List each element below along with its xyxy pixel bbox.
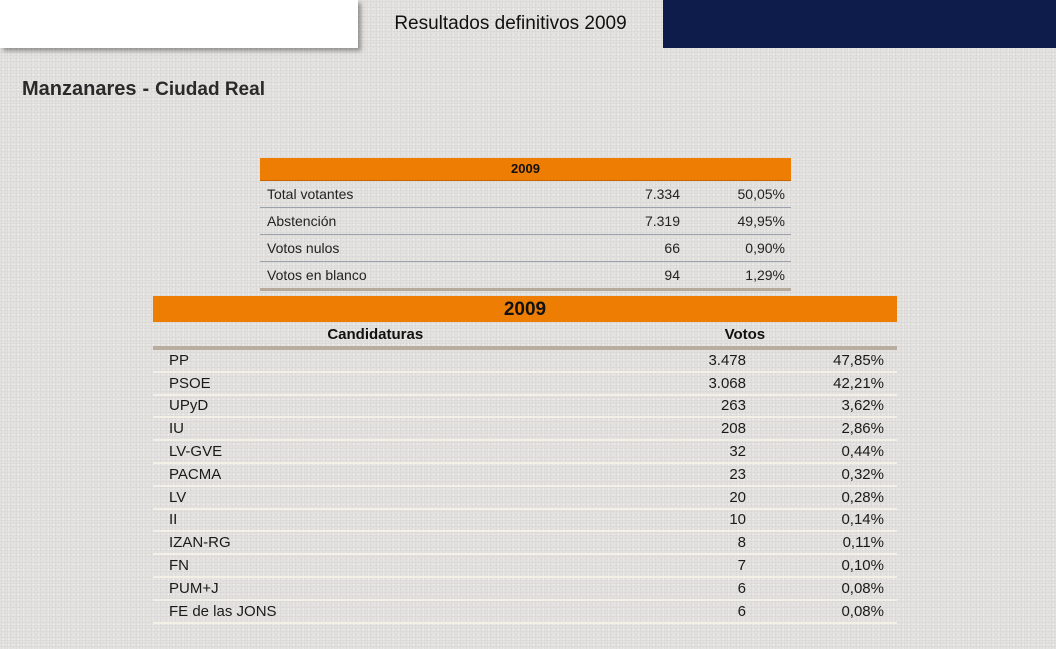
candidate-votes: 3.068 bbox=[708, 374, 746, 392]
municipality-name: Manzanares bbox=[22, 78, 137, 100]
candidate-row: PSOE 3.068 42,21% bbox=[153, 373, 897, 396]
candidate-percent: 0,08% bbox=[841, 602, 884, 620]
candidate-votes: 10 bbox=[729, 511, 746, 529]
summary-label: Votos en blanco bbox=[267, 267, 367, 283]
candidates-results-table: 2009 Candidaturas Votos PP 3.478 47,85% … bbox=[153, 296, 897, 624]
candidate-row: LV-GVE 32 0,44% bbox=[153, 441, 897, 464]
candidate-percent: 0,11% bbox=[842, 534, 884, 552]
page-title: Manzanares - Ciudad Real bbox=[22, 78, 265, 101]
candidate-percent: 42,21% bbox=[833, 374, 884, 392]
candidate-row: II 10 0,14% bbox=[153, 510, 897, 533]
candidate-name: IZAN-RG bbox=[169, 534, 231, 552]
summary-value: 7.319 bbox=[644, 213, 680, 229]
province-name: Ciudad Real bbox=[155, 79, 265, 100]
candidate-name: PUM+J bbox=[169, 579, 219, 597]
candidate-name: PSOE bbox=[169, 374, 211, 392]
summary-row: Abstención 7.319 49,95% bbox=[260, 208, 791, 235]
candidate-name: IU bbox=[169, 420, 184, 438]
column-header-votos: Votos bbox=[724, 325, 766, 343]
candidate-votes: 32 bbox=[729, 443, 746, 461]
page-header-title: Resultados definitivos 2009 bbox=[394, 13, 627, 34]
summary-year-header: 2009 bbox=[260, 158, 791, 181]
candidate-row: LV 20 0,28% bbox=[153, 487, 897, 510]
summary-label: Abstención bbox=[267, 213, 337, 229]
candidate-percent: 0,28% bbox=[841, 488, 884, 506]
summary-percent: 49,95% bbox=[737, 213, 785, 229]
header-left-panel bbox=[0, 0, 358, 48]
candidate-row: FE de las JONS 6 0,08% bbox=[153, 601, 897, 624]
candidate-name: LV bbox=[169, 488, 187, 506]
candidate-row: UPyD 263 3,62% bbox=[153, 396, 897, 419]
candidate-name: PP bbox=[169, 351, 190, 369]
summary-value: 94 bbox=[664, 267, 680, 283]
summary-percent: 0,90% bbox=[745, 240, 785, 256]
candidate-percent: 3,62% bbox=[841, 397, 884, 415]
candidate-row: FN 7 0,10% bbox=[153, 555, 897, 578]
candidate-row: IU 208 2,86% bbox=[153, 418, 897, 442]
candidate-percent: 0,08% bbox=[841, 579, 884, 597]
summary-label: Total votantes bbox=[267, 186, 354, 202]
candidate-name: LV-GVE bbox=[169, 443, 223, 461]
candidate-row: PUM+J 6 0,08% bbox=[153, 578, 897, 601]
candidate-votes: 7 bbox=[737, 557, 746, 575]
summary-percent: 50,05% bbox=[737, 186, 785, 202]
summary-percent: 1,29% bbox=[745, 267, 785, 283]
summary-value: 7.334 bbox=[644, 186, 680, 202]
candidate-name: FN bbox=[169, 557, 189, 575]
candidate-votes: 8 bbox=[737, 534, 746, 552]
summary-row: Total votantes 7.334 50,05% bbox=[260, 181, 791, 208]
candidate-name: FE de las JONS bbox=[169, 602, 277, 620]
summary-row: Votos nulos 66 0,90% bbox=[260, 235, 791, 262]
summary-row: Votos en blanco 94 1,29% bbox=[260, 262, 791, 291]
summary-label: Votos nulos bbox=[267, 240, 340, 256]
summary-value: 66 bbox=[664, 240, 680, 256]
candidate-percent: 0,14% bbox=[841, 511, 884, 529]
candidate-votes: 6 bbox=[737, 579, 746, 597]
candidate-votes: 23 bbox=[729, 465, 746, 483]
candidate-votes: 208 bbox=[720, 420, 746, 438]
candidate-row: IZAN-RG 8 0,11% bbox=[153, 532, 897, 556]
candidate-percent: 0,44% bbox=[841, 443, 884, 461]
candidate-percent: 0,32% bbox=[841, 465, 884, 483]
candidates-year-header: 2009 bbox=[153, 296, 897, 322]
candidate-row: PP 3.478 47,85% bbox=[153, 350, 897, 373]
header-right-panel bbox=[663, 0, 1056, 48]
candidate-votes: 3.478 bbox=[708, 351, 746, 369]
candidate-votes: 6 bbox=[737, 602, 746, 620]
candidate-votes: 20 bbox=[729, 488, 746, 506]
column-header-candidaturas: Candidaturas bbox=[327, 325, 424, 343]
candidates-column-headers: Candidaturas Votos bbox=[153, 322, 897, 350]
participation-summary-table: 2009 Total votantes 7.334 50,05% Abstenc… bbox=[260, 158, 791, 291]
candidate-percent: 2,86% bbox=[841, 420, 884, 438]
candidate-percent: 47,85% bbox=[833, 351, 884, 369]
candidate-row: PACMA 23 0,32% bbox=[153, 464, 897, 487]
title-separator: - bbox=[142, 78, 150, 100]
candidate-name: II bbox=[169, 511, 178, 529]
candidate-percent: 0,10% bbox=[841, 557, 884, 575]
candidate-name: UPyD bbox=[169, 397, 209, 415]
candidate-name: PACMA bbox=[169, 465, 222, 483]
candidate-votes: 263 bbox=[720, 397, 746, 415]
